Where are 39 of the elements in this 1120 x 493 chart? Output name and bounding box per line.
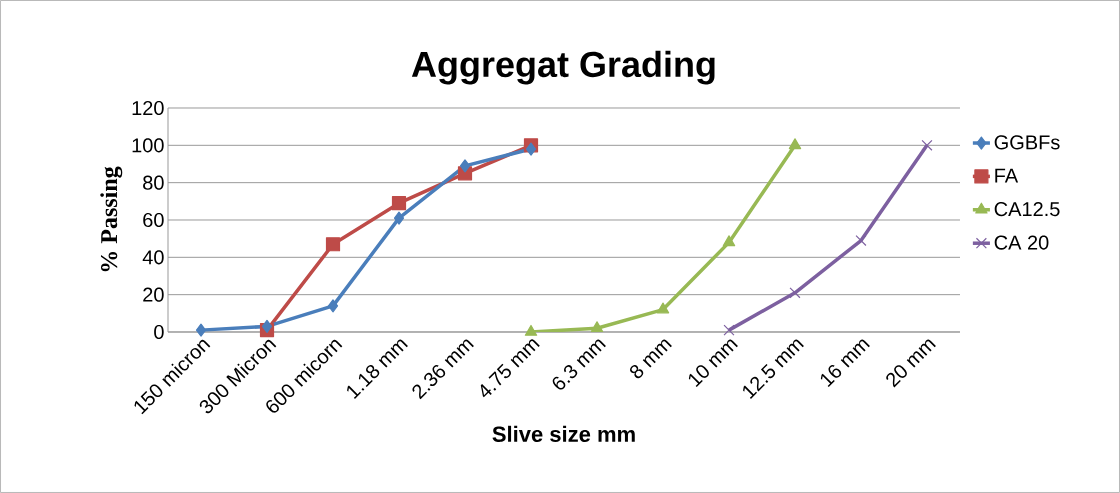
point bbox=[723, 324, 735, 336]
point bbox=[391, 196, 407, 211]
point bbox=[789, 287, 801, 299]
point bbox=[459, 159, 471, 173]
point bbox=[393, 211, 405, 225]
x-tick-label: 8 mm bbox=[630, 339, 672, 379]
y-tick-label: 40 bbox=[142, 250, 164, 265]
chart-title: Aggregat Grading bbox=[411, 50, 715, 85]
y-tick-label: 60 bbox=[143, 212, 164, 228]
point bbox=[921, 139, 933, 151]
point bbox=[722, 235, 736, 247]
y-tick-label: 0 bbox=[154, 324, 164, 340]
y-tick-label: 20 bbox=[143, 287, 164, 302]
x-tick-label: 10 mm bbox=[688, 339, 738, 388]
point bbox=[855, 234, 867, 247]
y-tick-label: 80 bbox=[143, 175, 164, 190]
legend-label: CA 20 bbox=[994, 235, 1049, 250]
x-tick-label: 2.36 mm bbox=[412, 339, 474, 400]
x-tick-label: 4.75 mm bbox=[480, 339, 540, 398]
x-tick-label: 6.3 mm bbox=[552, 339, 606, 390]
point bbox=[195, 323, 207, 337]
y-axis-title: % Passing bbox=[100, 166, 123, 272]
point bbox=[656, 302, 670, 314]
x-axis-title: Slive size mm bbox=[492, 425, 635, 442]
point bbox=[327, 299, 339, 313]
x-tick-label: 20 mm bbox=[886, 339, 936, 388]
x-tick-label: 16 mm bbox=[820, 339, 870, 388]
point bbox=[325, 237, 341, 252]
point bbox=[590, 321, 604, 333]
point bbox=[524, 324, 538, 336]
legend-label: CA12.5 bbox=[994, 202, 1060, 217]
legend-label: FA bbox=[995, 168, 1019, 183]
x-tick-label: 1.18 mm bbox=[347, 339, 408, 399]
point bbox=[525, 142, 537, 156]
y-tick-label: 100 bbox=[132, 138, 164, 153]
point bbox=[261, 319, 273, 333]
legend-label: GGBFs bbox=[994, 135, 1060, 150]
point bbox=[788, 138, 802, 150]
y-tick-label: 120 bbox=[132, 100, 164, 116]
